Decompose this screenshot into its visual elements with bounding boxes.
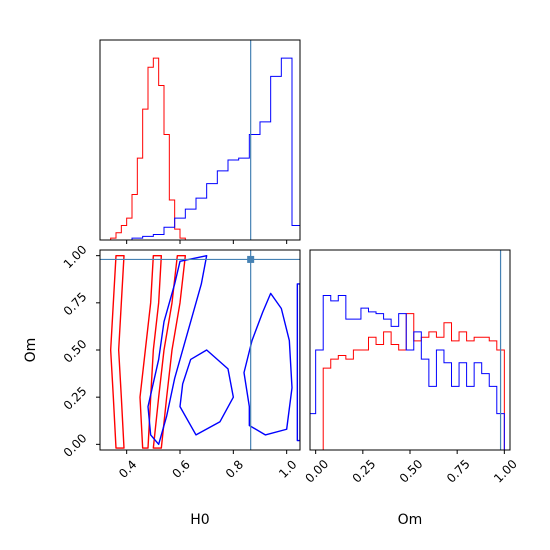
contour-xtick-label-0: 0.4 — [116, 457, 139, 480]
contour-5 — [179, 349, 235, 436]
contour-xtick-label-3: 1.0 — [276, 457, 299, 480]
om-xtick-label-0: 0.00 — [302, 457, 331, 486]
h0-histogram-series-1-steps — [131, 57, 301, 240]
contour-lines — [109, 254, 300, 449]
om-histogram-series-0-steps — [315, 313, 505, 451]
contour-0 — [109, 254, 125, 449]
contour-ytick-label-0: 0.00 — [61, 431, 90, 460]
contour-truth-marker — [247, 255, 255, 263]
contour-ytick-label-3: 0.75 — [61, 290, 90, 319]
contour-1 — [139, 254, 163, 449]
om-histogram-panel: 0.00 0.25 0.50 0.75 1.00 Om — [302, 249, 520, 528]
contour-xtick-label-1: 0.6 — [169, 457, 192, 480]
h0-om-contour-panel: 0.4 0.6 0.8 1.0 0.00 0.25 0.50 0.75 1.00 H0 Om — [23, 242, 301, 528]
om-xtick-label-1: 0.25 — [350, 457, 379, 486]
om-xtick-label-3: 0.75 — [444, 457, 473, 486]
contour-ytick-label-1: 0.25 — [61, 384, 90, 413]
h0-histogram-panel — [99, 39, 301, 244]
contour-6 — [296, 283, 300, 442]
om-xtick-label-2: 0.50 — [397, 457, 426, 486]
contour-xtick-label-2: 0.8 — [223, 457, 246, 480]
om-xlabel: Om — [398, 512, 423, 528]
contour-4 — [243, 292, 293, 436]
h0-histogram-frame — [99, 39, 301, 241]
om-histogram-series-1-steps — [309, 294, 505, 450]
contour-3 — [147, 254, 208, 446]
contour-xlabel: H0 — [190, 512, 209, 528]
contour-ylabel: Om — [23, 338, 39, 363]
contour-frame — [99, 249, 301, 451]
contour-ytick-label-4: 1.00 — [61, 242, 90, 271]
h0-histogram-series-0-steps — [110, 57, 186, 240]
contour-2 — [152, 254, 187, 449]
om-xtick-label-4: 1.00 — [491, 457, 520, 486]
contour-ytick-label-2: 0.50 — [61, 337, 90, 366]
